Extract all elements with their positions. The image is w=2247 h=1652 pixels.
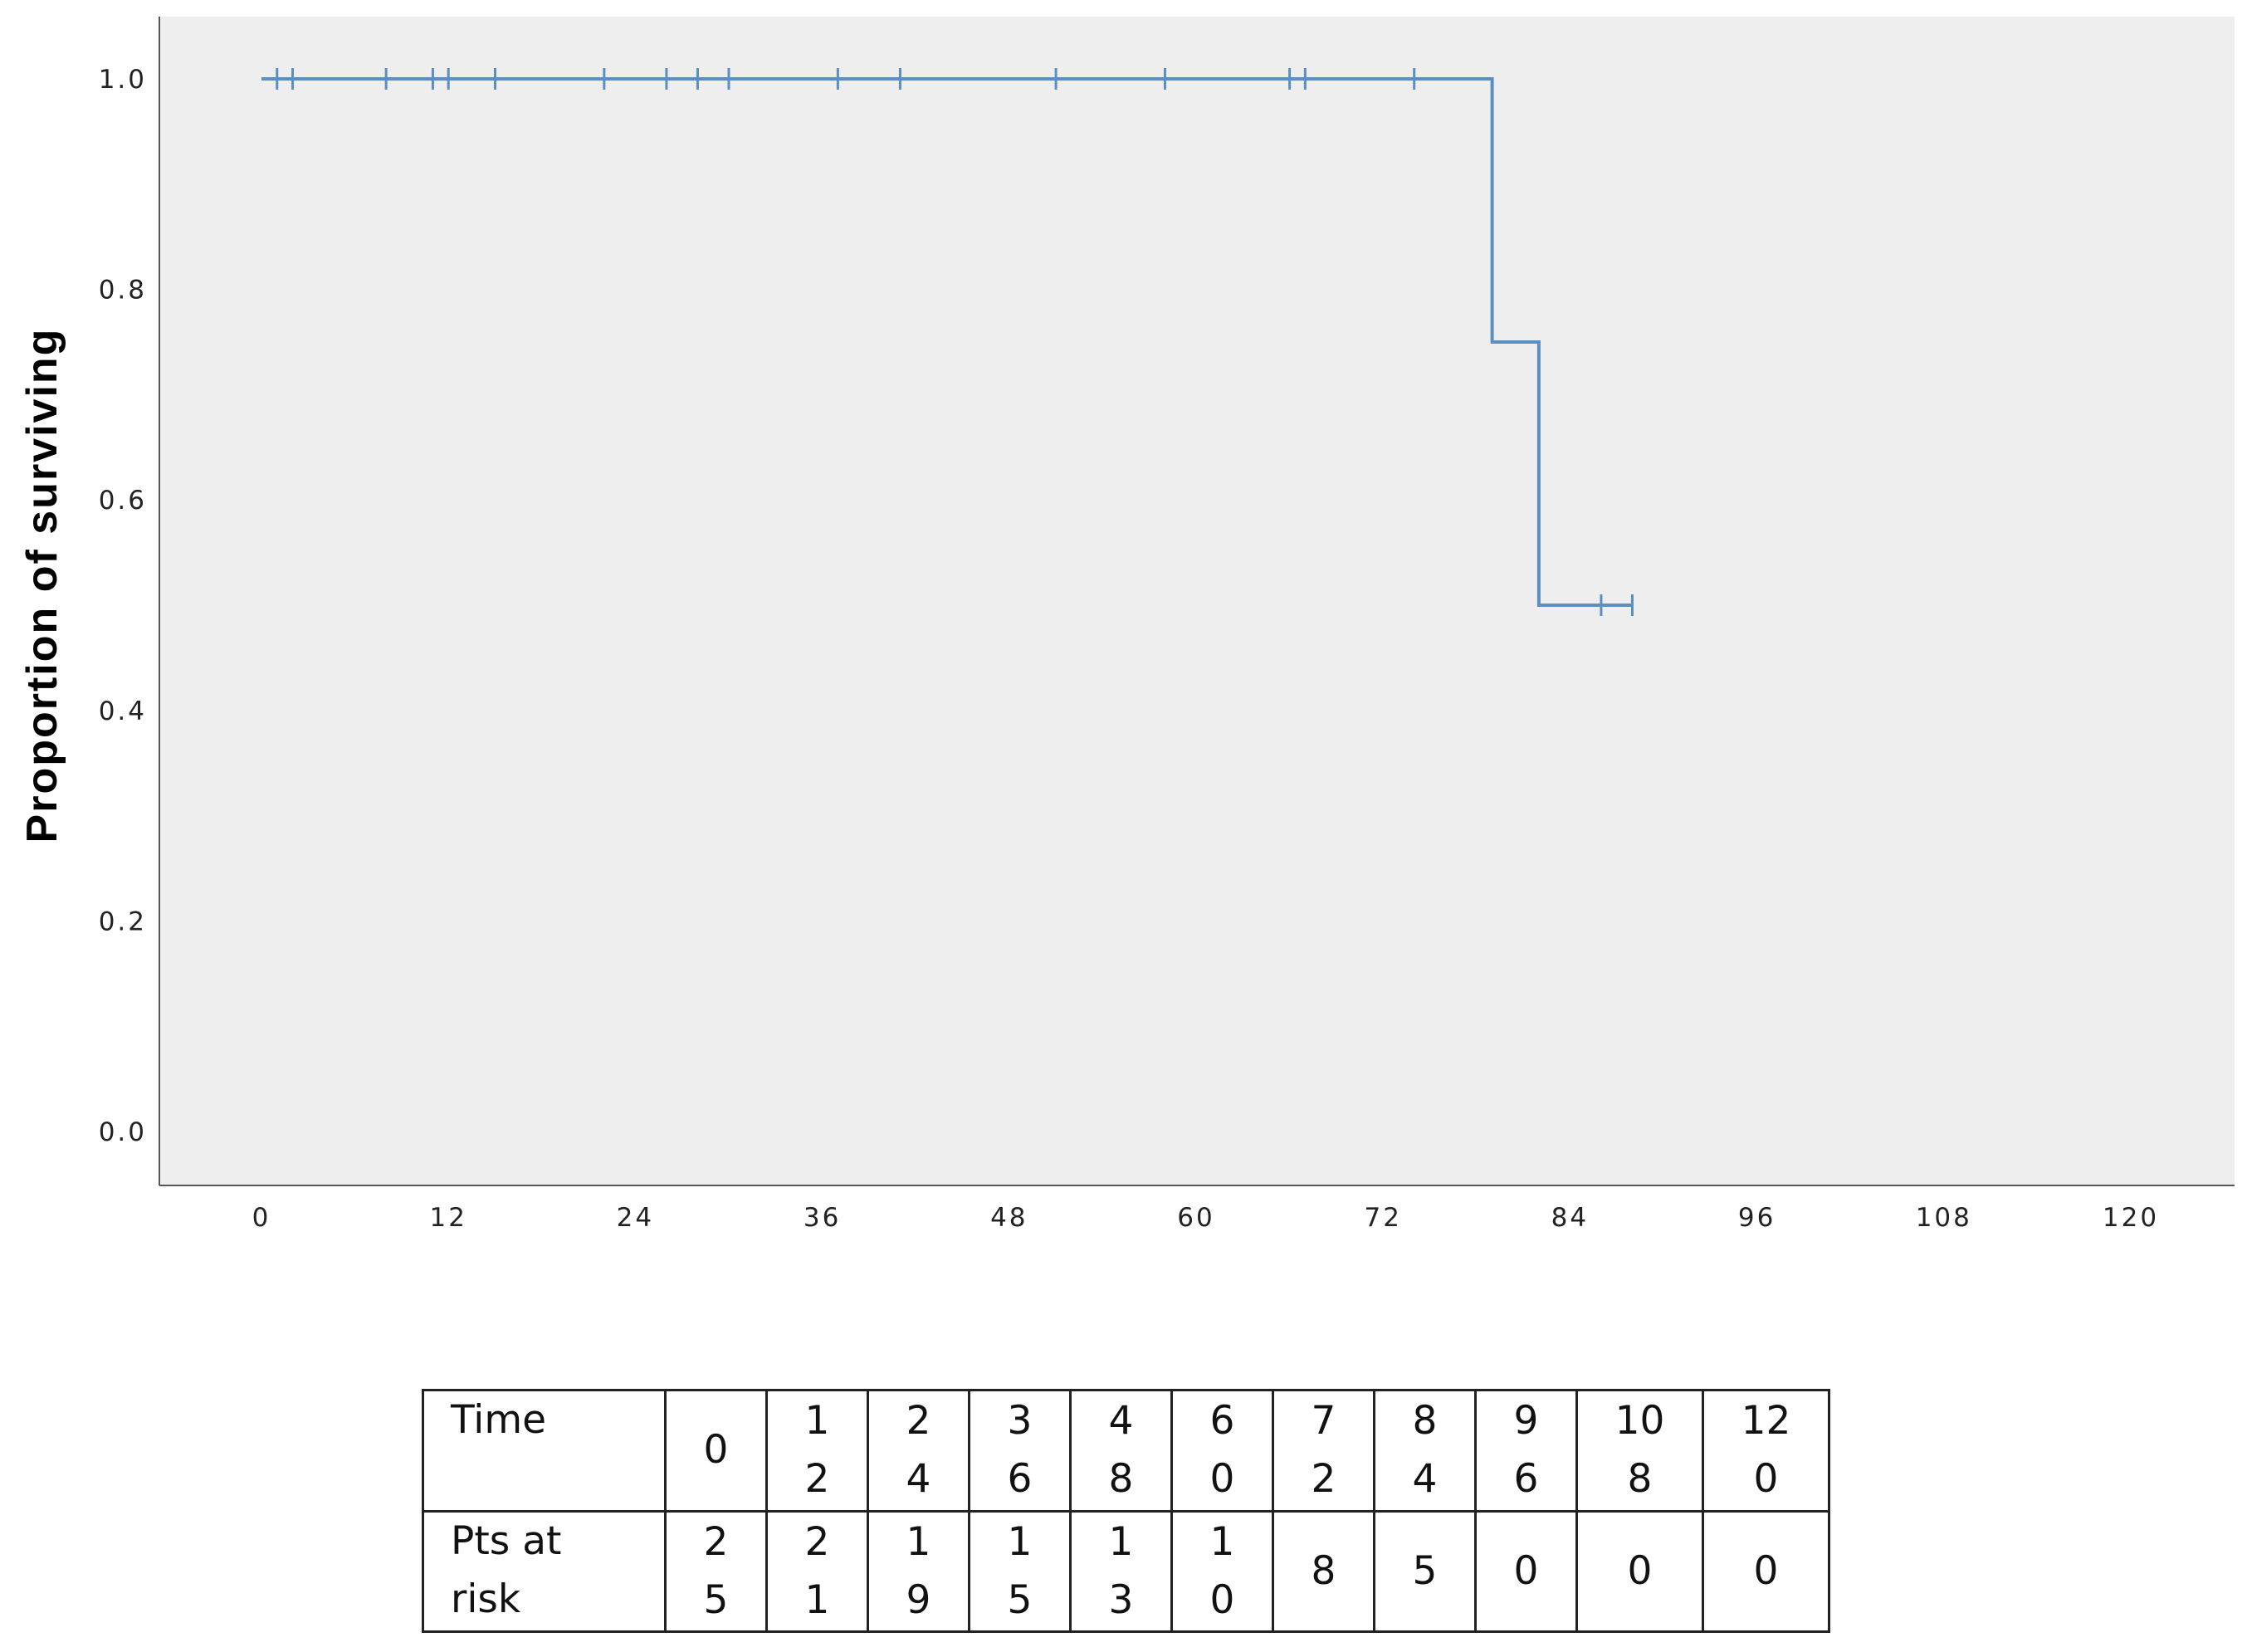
x-tick-label: 84 [1551, 1203, 1589, 1233]
risk-table-time-cell-text: 120 [1741, 1398, 1791, 1503]
y-tick-label: 0.2 [99, 907, 147, 936]
plot-area [159, 17, 2235, 1185]
x-tick-label: 108 [1916, 1203, 1972, 1233]
y-tick-label: 1.0 [99, 65, 147, 95]
risk-table-time-cell-text: 0 [703, 1427, 729, 1474]
risk-table-count-cell-text: 13 [1108, 1518, 1134, 1623]
risk-table-time-cell: 48 [1069, 1389, 1173, 1513]
risk-table-count-cell-text: 0 [1753, 1547, 1779, 1594]
risk-table-count-cell-text: 19 [906, 1518, 931, 1623]
x-tick-label: 72 [1364, 1203, 1401, 1233]
risk-table-time-cell: 24 [867, 1389, 970, 1513]
y-tick-label: 0.0 [99, 1117, 147, 1147]
x-tick-label: 12 [429, 1203, 466, 1233]
x-tick-label: 96 [1738, 1203, 1776, 1233]
risk-table-count-cell-text: 10 [1209, 1518, 1235, 1623]
risk-table-count-cell: 15 [968, 1509, 1072, 1633]
risk-table-count-cell: 25 [664, 1509, 768, 1633]
x-tick-label: 60 [1177, 1203, 1214, 1233]
risk-table-count-cell-text: 0 [1513, 1547, 1539, 1594]
risk-table-count-cell-text: 15 [1007, 1518, 1033, 1623]
risk-table-time-cell: 36 [968, 1389, 1072, 1513]
x-tick-label: 48 [990, 1203, 1028, 1233]
risk-table-count-cell: 0 [1474, 1509, 1578, 1633]
risk-table-count-cell-text: 5 [1412, 1547, 1438, 1594]
risk-table-time-row: Time 0 12 24 36 48 60 72 84 96 108 120 [422, 1389, 1830, 1513]
risk-table-count-cell: 0 [1575, 1509, 1704, 1633]
risk-table-time-cell-text: 84 [1412, 1398, 1438, 1503]
y-tick-label: 0.4 [99, 696, 147, 726]
risk-table-time-cell: 72 [1272, 1389, 1375, 1513]
x-tick-label: 0 [252, 1203, 271, 1233]
risk-table-count-row: Pts at risk 25 21 19 15 13 10 8 5 0 0 0 [422, 1509, 1830, 1633]
risk-table-count-cell: 0 [1702, 1509, 1830, 1633]
risk-table-count-cell: 19 [867, 1509, 970, 1633]
risk-table-count-cell: 8 [1272, 1509, 1375, 1633]
risk-table-count-cell: 21 [765, 1509, 869, 1633]
risk-table-time-cell-text: 72 [1311, 1398, 1336, 1503]
risk-table-count-cell: 5 [1373, 1509, 1477, 1633]
risk-table-time-cell-text: 48 [1108, 1398, 1134, 1503]
risk-table-time-label: Time [422, 1389, 667, 1513]
risk-table-time-cell-text: 96 [1513, 1398, 1539, 1503]
series-layer [261, 68, 1634, 616]
risk-table-risk-label: Pts at risk [422, 1509, 667, 1633]
survival-curve-line [261, 77, 1633, 607]
risk-table-time-cell: 12 [765, 1389, 869, 1513]
y-tick-label: 0.6 [99, 486, 147, 516]
x-tick-label: 24 [617, 1203, 654, 1233]
risk-table-count-cell: 10 [1170, 1509, 1274, 1633]
y-tick-label: 0.8 [99, 276, 147, 305]
x-tick-label: 36 [804, 1203, 841, 1233]
risk-table-time-cell: 96 [1474, 1389, 1578, 1513]
risk-table: Time 0 12 24 36 48 60 72 84 96 108 120 Pts at risk… [422, 1389, 1830, 1633]
risk-table-time-cell-text: 24 [906, 1398, 931, 1503]
risk-table-time-cell: 84 [1373, 1389, 1477, 1513]
risk-table-time-cell: 108 [1575, 1389, 1704, 1513]
risk-table-count-cell-text: 8 [1311, 1547, 1336, 1594]
risk-table-time-cell: 60 [1170, 1389, 1274, 1513]
y-axis-title: Proportion of surviving [18, 328, 66, 843]
risk-table-count-cell: 13 [1069, 1509, 1173, 1633]
risk-table-time-cell: 120 [1702, 1389, 1830, 1513]
risk-table-time-cell-text: 60 [1209, 1398, 1235, 1503]
risk-table-time-cell: 0 [664, 1389, 768, 1513]
risk-table-time-cell-text: 12 [804, 1398, 830, 1503]
x-tick-labels: 0 12 24 36 48 60 72 84 96 108 120 [252, 1203, 2159, 1233]
risk-table-count-cell-text: 0 [1627, 1547, 1653, 1594]
x-tick-label: 120 [2103, 1203, 2159, 1233]
risk-table-time-cell-text: 36 [1007, 1398, 1033, 1503]
risk-table-count-cell-text: 21 [804, 1518, 830, 1623]
risk-table-count-cell-text: 25 [703, 1518, 729, 1623]
y-tick-labels: 0.0 0.2 0.4 0.6 0.8 1.0 [99, 65, 147, 1147]
risk-table-time-cell-text: 108 [1614, 1398, 1665, 1503]
